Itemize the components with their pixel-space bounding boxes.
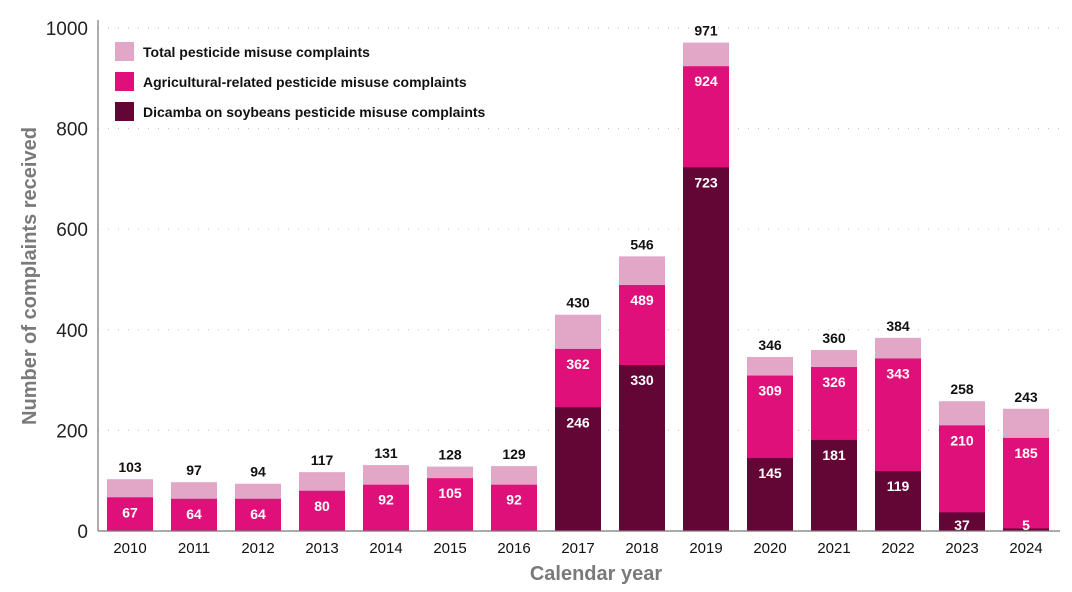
x-tick-label: 2012 xyxy=(241,540,274,557)
label-agricultural: 326 xyxy=(822,374,846,390)
bar-dicamba xyxy=(811,439,857,531)
bar-agricultural xyxy=(235,498,281,531)
y-tick-label: 600 xyxy=(56,220,88,241)
x-tick-label: 2017 xyxy=(561,540,594,557)
legend-label: Dicamba on soybeans pesticide misuse com… xyxy=(143,104,486,120)
label-agricultural: 362 xyxy=(566,356,590,372)
label-agricultural: 67 xyxy=(122,504,138,520)
label-agricultural: 210 xyxy=(950,432,974,448)
bar-dicamba xyxy=(875,471,921,531)
x-tick-label: 2020 xyxy=(753,540,786,557)
legend-label: Agricultural-related pesticide misuse co… xyxy=(143,74,467,90)
label-total: 258 xyxy=(950,381,974,397)
label-agricultural: 489 xyxy=(630,292,654,308)
bar-dicamba xyxy=(747,458,793,531)
bar-agricultural xyxy=(363,484,409,531)
label-dicamba: 145 xyxy=(758,465,782,481)
label-total: 971 xyxy=(694,23,718,39)
legend-swatch xyxy=(115,102,134,121)
y-axis-title: Number of complaints received xyxy=(19,127,41,425)
label-total: 430 xyxy=(566,295,590,311)
x-tick-label: 2021 xyxy=(817,540,850,557)
x-tick-label: 2016 xyxy=(497,540,530,557)
label-dicamba: 5 xyxy=(1022,517,1030,533)
label-total: 243 xyxy=(1014,389,1038,405)
label-dicamba: 723 xyxy=(694,174,718,190)
x-tick-label: 2018 xyxy=(625,540,658,557)
legend-label: Total pesticide misuse complaints xyxy=(143,44,370,60)
bar-dicamba xyxy=(939,512,985,531)
label-agricultural: 105 xyxy=(438,485,462,501)
bar-agricultural xyxy=(171,498,217,531)
label-dicamba: 119 xyxy=(887,478,910,494)
label-agricultural: 924 xyxy=(694,73,718,89)
label-agricultural: 309 xyxy=(758,383,782,399)
x-tick-label: 2010 xyxy=(113,540,146,557)
label-agricultural: 64 xyxy=(250,506,266,522)
label-total: 97 xyxy=(186,462,202,478)
label-dicamba: 246 xyxy=(566,414,590,430)
label-dicamba: 330 xyxy=(630,372,654,388)
x-tick-label: 2019 xyxy=(689,540,722,557)
label-agricultural: 343 xyxy=(886,365,910,381)
label-total: 346 xyxy=(758,337,782,353)
bar-agricultural xyxy=(427,478,473,531)
x-tick-label: 2015 xyxy=(433,540,466,557)
y-tick-label: 1000 xyxy=(46,19,88,40)
label-total: 128 xyxy=(438,447,462,463)
bars xyxy=(107,42,1049,531)
x-tick-label: 2022 xyxy=(881,540,914,557)
y-tick-label: 0 xyxy=(77,522,88,543)
bar-dicamba xyxy=(555,407,601,531)
label-agricultural: 64 xyxy=(186,506,202,522)
label-total: 384 xyxy=(886,318,910,334)
y-ticks: 0 200 400 600 800 1000 xyxy=(46,19,88,543)
label-agricultural: 185 xyxy=(1014,445,1038,461)
data-labels: 103 67 97 64 94 64 117 80 131 92 128 105 129 92 430 362… xyxy=(118,23,1038,533)
x-tick-label: 2024 xyxy=(1009,540,1042,557)
label-total: 94 xyxy=(250,464,266,480)
label-agricultural: 92 xyxy=(506,492,522,508)
x-tick-label: 2013 xyxy=(305,540,338,557)
x-ticks: 2010 2011 2012 2013 2014 2015 2016 2017 2018 2019… xyxy=(113,540,1042,557)
label-total: 117 xyxy=(311,452,334,468)
bar-agricultural xyxy=(299,490,345,531)
label-total: 129 xyxy=(502,446,526,462)
label-total: 131 xyxy=(374,445,398,461)
legend-swatch xyxy=(115,72,134,91)
label-agricultural: 92 xyxy=(378,492,394,508)
y-tick-label: 800 xyxy=(56,120,88,141)
label-agricultural: 80 xyxy=(314,498,330,514)
x-tick-label: 2023 xyxy=(945,540,978,557)
label-dicamba: 181 xyxy=(822,447,846,463)
label-total: 360 xyxy=(822,330,846,346)
bar-agricultural xyxy=(1003,437,1049,531)
y-tick-label: 200 xyxy=(56,421,88,442)
label-dicamba: 37 xyxy=(954,517,970,533)
legend-swatch xyxy=(115,42,134,61)
label-total: 103 xyxy=(118,459,142,475)
label-total: 546 xyxy=(630,236,654,252)
bar-dicamba xyxy=(683,167,729,531)
y-tick-label: 400 xyxy=(56,321,88,342)
x-tick-label: 2014 xyxy=(369,540,402,557)
bar-agricultural xyxy=(491,484,537,531)
legend: Total pesticide misuse complaints Agricul… xyxy=(115,42,486,121)
x-axis-title: Calendar year xyxy=(530,563,663,585)
bar-dicamba xyxy=(1003,528,1049,531)
x-tick-label: 2011 xyxy=(178,540,210,557)
bar-agricultural xyxy=(107,497,153,531)
bar-dicamba xyxy=(619,365,665,531)
